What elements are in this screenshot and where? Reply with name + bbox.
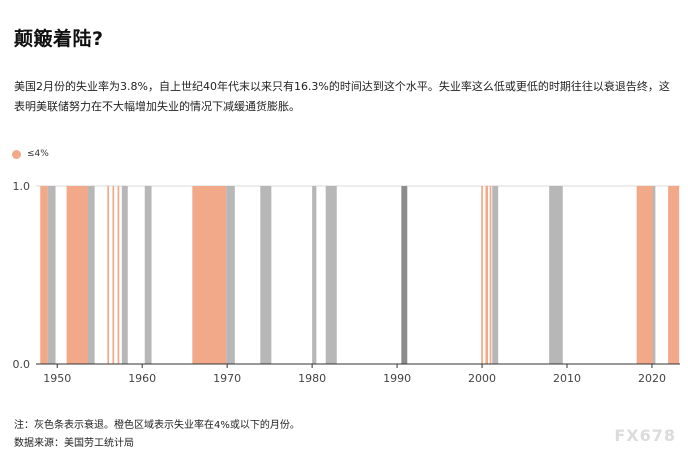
legend-swatch-low-unemployment (12, 149, 21, 159)
y-tick-label: 1.0 (13, 180, 31, 193)
chart-area: 0.0 1.0 1950 1960 1970 1980 1990 2000 2010 2020 (13, 180, 680, 385)
low-unemployment-bar (40, 186, 48, 364)
x-tick-label: 1970 (213, 372, 241, 385)
chart-note: 注：灰色条表示衰退。橙色区域表示失业率在4%或以下的月份。 (14, 420, 300, 431)
low-unemployment-bar (117, 186, 120, 364)
watermark-logo: FX678 (614, 426, 676, 445)
low-unemployment-bar (489, 186, 492, 364)
low-unemployment-bar (66, 186, 90, 364)
low-unemployment-bar (107, 186, 110, 364)
recession-bar (144, 186, 152, 364)
recession-bar (260, 186, 272, 364)
x-tick-label: 1950 (43, 372, 71, 385)
low-unemployment-bar (481, 186, 483, 364)
recession-bar (47, 186, 56, 364)
recession-bar (226, 186, 235, 364)
low-unemployment-bar (112, 186, 115, 364)
x-tick-label: 2010 (553, 372, 581, 385)
recession-bar (312, 186, 317, 364)
chart-source: 数据来源：美国劳工统计局 (14, 438, 134, 449)
low-unemployment-bar (192, 186, 227, 364)
low-unemployment-bar (485, 186, 488, 364)
recession-bar (549, 186, 563, 364)
y-tick-label: 0.0 (13, 358, 31, 371)
x-tick-label: 1960 (128, 372, 156, 385)
recession-bar (87, 186, 95, 364)
recession-bar (401, 186, 408, 364)
low-unemployment-bar (636, 186, 654, 364)
x-tick-label: 2000 (468, 372, 496, 385)
low-unemployment-bar (668, 186, 680, 364)
legend-label-low-unemployment: ≤4% (27, 149, 49, 159)
chart-subtitle: 美国2月份的失业率为3.8%，自上世纪40年代末以来只有16.3%的时间达到这个… (14, 80, 670, 113)
x-tick-label: 1980 (298, 372, 326, 385)
recession-bar (325, 186, 337, 364)
recession-bar (121, 186, 128, 364)
legend: ≤4% (12, 149, 49, 159)
recession-bar (492, 186, 499, 364)
x-tick-label: 2020 (638, 372, 666, 385)
chart-title: 颠簸着陆? (14, 28, 104, 50)
x-tick-label: 1990 (383, 372, 411, 385)
recession-bar (652, 186, 656, 364)
